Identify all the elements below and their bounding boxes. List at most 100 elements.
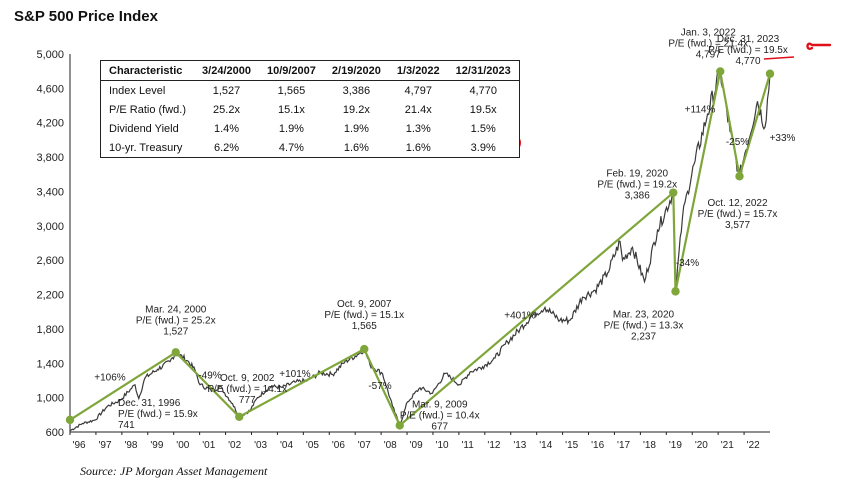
x-tick-label: '19 <box>669 440 682 451</box>
table-cell: 6.2% <box>213 141 240 154</box>
annotation-line: P/E (fwd.) = 15.7x <box>698 209 778 220</box>
table-row: Index Level 1,527 1,565 3,386 4,797 4,77… <box>101 81 520 101</box>
table-header-cell: 3/24/2000 <box>194 60 259 81</box>
annotation-line: 3,577 <box>725 220 750 231</box>
x-tick-label: '17 <box>617 440 630 451</box>
annotation-line: Feb. 19, 2020 <box>606 169 668 180</box>
chart-title: S&P 500 Price Index <box>14 8 158 25</box>
percent-change-label: -34% <box>676 258 699 269</box>
annotation-line: Oct. 12, 2022 <box>707 198 767 209</box>
x-tick-label: '09 <box>410 440 423 451</box>
x-tick-label: '07 <box>358 440 371 451</box>
table-header-cell: 12/31/2023 <box>447 60 520 81</box>
annotation-line: 1,565 <box>352 321 377 332</box>
y-tick-label: 3,000 <box>36 221 64 233</box>
annotation-label: Mar. 23, 2020 P/E (fwd.) = 13.3x 2,237 <box>604 309 684 342</box>
annotation-label: Feb. 19, 2020 P/E (fwd.) = 19.2x 3,386 <box>597 169 677 202</box>
x-tick-label: '11 <box>461 440 474 451</box>
x-tick-label: '03 <box>254 440 267 451</box>
table-header-row: Characteristic 3/24/2000 10/9/2007 2/19/… <box>100 60 520 81</box>
price-series-line <box>69 69 771 432</box>
table-cell: Dividend Yield <box>109 122 179 135</box>
table-header-cell: 2/19/2020 <box>323 60 389 81</box>
table-header-cell: Characteristic <box>100 60 195 81</box>
point-annotations: Mar. 24, 2000 P/E (fwd.) = 25.2x 1,527Dec.… <box>118 27 788 432</box>
x-tick-label: '10 <box>436 440 449 451</box>
table-cell: 19.5x <box>469 103 497 116</box>
y-tick-label: 4,200 <box>36 118 64 130</box>
x-tick-label: '04 <box>280 440 293 451</box>
table-cell: 4,770 <box>469 84 497 97</box>
annotation-line: Mar. 23, 2020 <box>613 309 675 320</box>
annotation-line: Dec. 31, 2023 <box>717 34 780 45</box>
percent-change-label: -25% <box>726 137 749 148</box>
annotation-line: 4,797 <box>696 49 721 60</box>
annotation-line: 1,527 <box>163 326 188 337</box>
table-cell: 3,386 <box>342 84 371 97</box>
x-tick-label: '21 <box>721 440 734 451</box>
trend-point <box>669 188 678 197</box>
table-row: 10-yr. Treasury 6.2% 4.7% 1.6% 1.6% 3.9% <box>101 138 520 158</box>
annotation-line: 4,770 <box>735 56 760 67</box>
trend-point <box>735 172 744 181</box>
red-arrow-markup <box>806 42 832 50</box>
percent-change-labels: +106% -49% +101% -57% +401% -34% +114% -25% +33% <box>94 104 795 392</box>
trend-point <box>671 287 680 296</box>
table-header-cell: 1/3/2022 <box>388 60 448 81</box>
trend-line <box>69 71 772 428</box>
annotation-line: Jan. 3, 2022 <box>681 27 736 38</box>
table-cell: 1.6% <box>343 141 369 154</box>
annotation-line: P/E (fwd.) = 19.5x <box>708 45 788 56</box>
x-tick-label: '12 <box>487 440 500 451</box>
x-tick-label: '20 <box>695 440 708 451</box>
table-header-cell: 10/9/2007 <box>258 60 324 81</box>
annotation-line: P/E (fwd.) = 15.1x <box>324 310 404 321</box>
annotation-line: P/E (fwd.) = 13.3x <box>604 320 684 331</box>
trend-point <box>65 415 75 425</box>
table-cell: 21.4x <box>404 103 432 116</box>
annotation-line: P/E (fwd.) = 14.1x <box>207 384 287 395</box>
source-note: Source: JP Morgan Asset Management <box>80 464 268 478</box>
table-cell: 1,565 <box>277 84 306 97</box>
y-tick-label: 1,000 <box>36 393 64 405</box>
annotation-line: 2,237 <box>631 331 656 342</box>
table-cell: 1.5% <box>470 122 496 135</box>
table-cell: 19.2x <box>342 103 370 116</box>
table-cell: Index Level <box>109 84 166 97</box>
annotation-label: Oct. 9, 2007 P/E (fwd.) = 15.1x 1,565 <box>324 299 404 332</box>
x-tick-label: '96 <box>73 440 86 451</box>
x-tick-label: '13 <box>513 440 526 451</box>
trend-point <box>716 67 725 76</box>
percent-change-label: +401% <box>504 311 536 322</box>
x-tick-label: '00 <box>176 440 189 451</box>
table-cell: 4.7% <box>278 141 304 154</box>
table-cell: 25.2x <box>213 103 240 116</box>
red-underline-markup <box>763 56 795 60</box>
percent-change-label: +114% <box>685 104 716 115</box>
annotation-line: 777 <box>239 395 256 406</box>
annotation-label: Dec. 31, 2023 P/E (fwd.) = 19.5x 4,770 <box>708 34 788 67</box>
percent-change-label: +101% <box>279 369 311 380</box>
trend-point <box>235 412 244 421</box>
annotation-label: Dec. 31, 1996 P/E (fwd.) = 15.9x 741 <box>118 398 198 431</box>
table-cell: 10-yr. Treasury <box>109 141 183 154</box>
annotation-line: P/E (fwd.) = 15.9x <box>118 409 198 420</box>
annotation-line: Oct. 9, 2002 <box>220 373 275 384</box>
annotation-label: Oct. 12, 2022 P/E (fwd.) = 15.7x 3,577 <box>698 198 778 231</box>
y-tick-label: 600 <box>46 427 64 439</box>
table-cell: 15.1x <box>277 103 305 116</box>
table-cell: 1.9% <box>278 122 304 135</box>
annotation-line: 3,386 <box>625 191 650 202</box>
annotation-label: Jan. 3, 2022 P/E (fwd.) = 21.4x 4,797 <box>668 27 748 60</box>
x-tick-label: '18 <box>643 440 656 451</box>
x-tick-label: '22 <box>747 440 760 451</box>
percent-change-label: -49% <box>198 371 221 382</box>
x-tick-label: '97 <box>99 440 112 451</box>
percent-change-label: +33% <box>770 133 796 144</box>
table-row: Dividend Yield 1.4% 1.9% 1.9% 1.3% 1.5% <box>101 119 520 138</box>
x-tick-label: '98 <box>124 440 137 451</box>
y-tick-label: 4,600 <box>36 83 64 95</box>
x-tick-label: '16 <box>591 440 604 451</box>
table-row: P/E Ratio (fwd.) 25.2x 15.1x 19.2x 21.4x… <box>101 100 520 119</box>
